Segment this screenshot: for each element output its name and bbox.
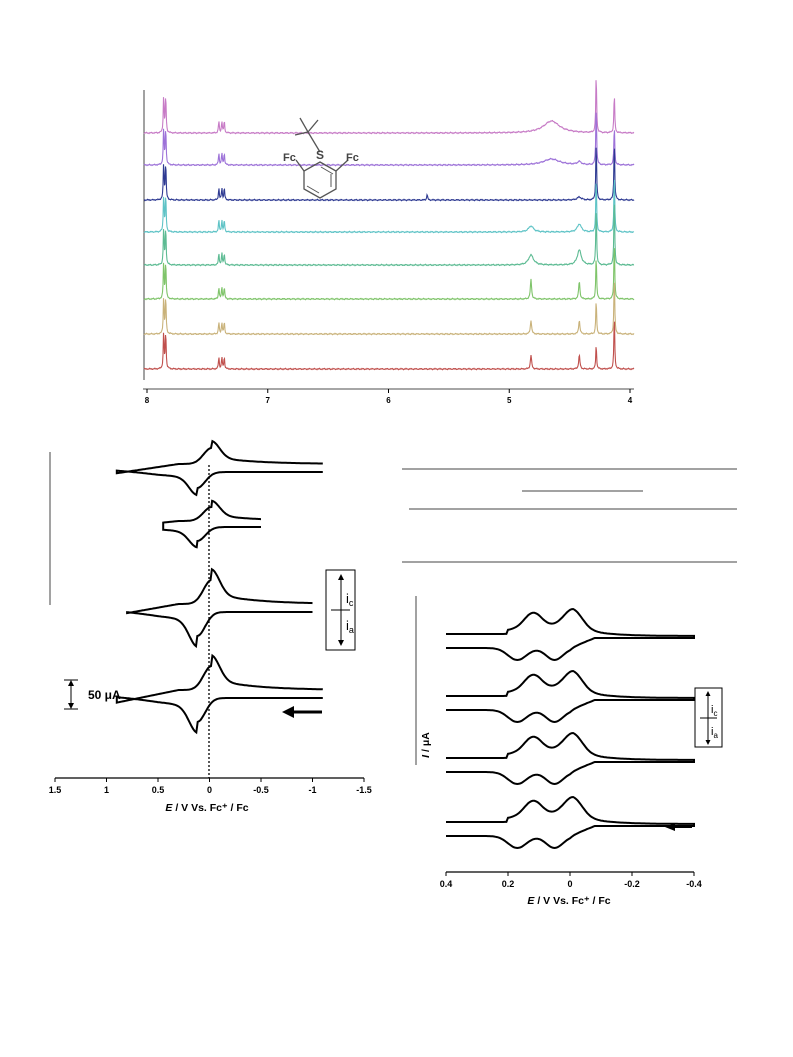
cv2-panel: 0.4 0.2 0 -0.2 -0.4 E / V Vs. Fc⁺ / Fc I / μ… <box>415 596 723 907</box>
cv1-ia-letter: i <box>346 618 349 633</box>
cv1-current-box: ic ia <box>325 569 356 651</box>
nmr-trace <box>143 179 635 234</box>
cv2-tick-label: 0.4 <box>440 879 453 889</box>
cv2-ia-letter: i <box>711 726 713 738</box>
nmr-traces <box>143 80 635 371</box>
cv1-tick-label: 1.5 <box>49 785 62 795</box>
cv2-tick-label: 0.2 <box>502 879 515 889</box>
cv1-tick-label: -1.5 <box>356 785 372 795</box>
cv2-ia-sub: a <box>713 731 718 740</box>
structure-fc-right-label: Fc <box>346 152 359 164</box>
nmr-tick-label: 8 <box>145 396 150 405</box>
molecule-structure: S Fc Fc <box>283 117 359 199</box>
svg-text:ic: ic <box>346 591 354 608</box>
cv1-traces <box>115 439 323 735</box>
nmr-tick-label: 6 <box>386 396 391 405</box>
nmr-trace <box>143 248 635 301</box>
nmr-trace <box>143 112 635 167</box>
nmr-trace <box>143 80 635 135</box>
cv2-xlabel-var: E <box>527 895 535 907</box>
cv2-trace <box>446 731 695 786</box>
cv2-scan-arrow <box>665 823 692 831</box>
nmr-trace <box>143 147 635 202</box>
cv2-xlabel-rest: / V Vs. Fc⁺ / Fc <box>534 895 610 907</box>
cv1-tick-label: 0 <box>207 785 212 795</box>
cv1-tick-label: -1 <box>308 785 316 795</box>
cv1-trace <box>126 567 313 649</box>
svg-text:ia: ia <box>711 726 718 740</box>
svg-text:ic: ic <box>711 704 717 718</box>
structure-s-label: S <box>316 148 324 162</box>
cv2-tick-label: 0 <box>567 879 572 889</box>
nmr-tick-label: 7 <box>266 396 271 405</box>
nmr-x-ticks: 8 7 6 5 4 <box>145 389 633 405</box>
cv1-tick-label: -0.5 <box>253 785 269 795</box>
cv2-ic-sub: c <box>713 709 717 718</box>
cv2-current-box: ic ia <box>694 687 723 748</box>
cv2-x-ticks: 0.4 0.2 0 -0.2 -0.4 <box>440 872 702 889</box>
cv1-tick-label: 0.5 <box>152 785 165 795</box>
cv1-trace <box>162 499 261 549</box>
cv1-ia-sub: a <box>349 625 354 635</box>
cv2-xlabel: E / V Vs. Fc⁺ / Fc <box>527 895 610 907</box>
nmr-tick-label: 4 <box>628 396 633 405</box>
cv2-ylabel: I / μA <box>420 732 432 758</box>
scale-bar-label: 50 μA <box>88 688 121 702</box>
cv1-ic-sub: c <box>349 598 354 608</box>
cv1-xlabel: E / V Vs. Fc⁺ / Fc <box>165 802 248 814</box>
cv1-trace <box>115 653 323 735</box>
cv2-trace <box>446 795 695 850</box>
structure-fc-left-label: Fc <box>283 152 296 164</box>
cv2-trace <box>446 607 695 662</box>
cv1-trace <box>115 439 323 497</box>
cv2-ic-letter: i <box>711 704 713 716</box>
nmr-trace <box>143 282 635 336</box>
cv1-scan-arrow <box>282 706 322 718</box>
cv2-trace <box>446 669 695 724</box>
cv2-ylabel-var: I <box>420 754 432 758</box>
cv1-ic-letter: i <box>346 591 349 606</box>
nmr-tick-label: 5 <box>507 396 512 405</box>
cv1-xlabel-var: E <box>165 802 173 814</box>
nmr-panel: 8 7 6 5 4 S Fc Fc <box>143 80 635 405</box>
scale-bar: 50 μA <box>64 679 121 710</box>
cv1-panel: 1.5 1 0.5 0 -0.5 -1 -1.5 E / V Vs. Fc⁺ / Fc 50… <box>49 439 372 814</box>
cv2-tick-label: -0.4 <box>686 879 702 889</box>
nmr-trace <box>143 321 635 371</box>
svg-text:ia: ia <box>346 618 354 635</box>
cv1-xlabel-rest: / V Vs. Fc⁺ / Fc <box>172 802 248 814</box>
cv2-tick-label: -0.2 <box>624 879 640 889</box>
cv2-ylabel-rest: / μA <box>420 732 432 755</box>
nmr-trace <box>143 204 635 267</box>
cv1-x-ticks: 1.5 1 0.5 0 -0.5 -1 -1.5 <box>49 778 372 795</box>
cv1-tick-label: 1 <box>104 785 109 795</box>
cv2-traces <box>446 607 695 850</box>
table-rules <box>402 468 737 563</box>
